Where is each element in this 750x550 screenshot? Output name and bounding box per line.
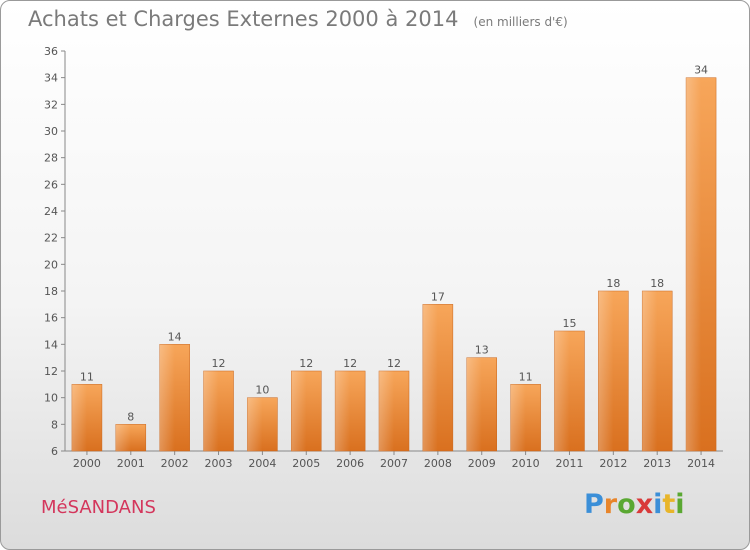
- bar-highlight: [115, 424, 131, 451]
- y-tick-label: 12: [44, 365, 58, 378]
- x-tick-label: 2001: [117, 457, 145, 470]
- bar-value-label: 15: [562, 317, 576, 330]
- bar-value-label: 14: [168, 330, 182, 343]
- bar-value-label: 12: [343, 357, 357, 370]
- bar-highlight: [335, 371, 351, 451]
- x-tick-label: 2011: [555, 457, 583, 470]
- y-tick-label: 26: [44, 178, 58, 191]
- bar-value-label: 11: [80, 370, 94, 383]
- y-tick-label: 28: [44, 152, 58, 165]
- x-tick-label: 2003: [205, 457, 233, 470]
- logo-letter: P: [584, 489, 604, 520]
- chart-title: Achats et Charges Externes 2000 à 2014: [28, 7, 459, 31]
- bar-highlight: [466, 357, 482, 451]
- y-tick-label: 18: [44, 285, 58, 298]
- bar-value-label: 18: [606, 277, 620, 290]
- x-tick-label: 2008: [424, 457, 452, 470]
- y-tick-label: 14: [44, 338, 58, 351]
- proxiti-logo[interactable]: Proxiti: [584, 489, 685, 520]
- logo-letter: o: [617, 489, 636, 520]
- y-tick-label: 36: [44, 45, 58, 58]
- bar-highlight: [71, 384, 87, 451]
- bar-value-label: 18: [650, 277, 664, 290]
- x-tick-label: 2002: [161, 457, 189, 470]
- bar-value-label: 34: [694, 64, 708, 77]
- bar-value-label: 10: [255, 384, 269, 397]
- bars: [71, 77, 717, 452]
- logo-letter: t: [662, 489, 676, 520]
- chart-subtitle: (en milliers d'€): [473, 15, 568, 29]
- bar-value-label: 17: [431, 290, 445, 303]
- y-tick-label: 32: [44, 98, 58, 111]
- x-tick-label: 2014: [687, 457, 715, 470]
- logo-letter: r: [603, 489, 618, 520]
- x-tick-label: 2006: [336, 457, 364, 470]
- bar-value-label: 13: [475, 344, 489, 357]
- title-row: Achats et Charges Externes 2000 à 2014 (…: [28, 7, 568, 31]
- y-tick-label: 34: [44, 72, 58, 85]
- y-tick-label: 16: [44, 312, 58, 325]
- logo-letter: x: [635, 489, 654, 520]
- labels: 6 8 10 12 14 16 18 20 22 24 26 28 30 32 34 36 11 2000 8 200…: [44, 45, 715, 470]
- bar-value-label: 8: [127, 410, 134, 423]
- x-tick-label: 2000: [73, 457, 101, 470]
- bar-highlight: [422, 304, 438, 451]
- y-tick-label: 8: [51, 418, 58, 431]
- y-tick-label: 20: [44, 258, 58, 271]
- commune-name: MéSANDANS: [41, 497, 156, 518]
- bar-highlight: [598, 291, 614, 451]
- bar-highlight: [159, 344, 175, 451]
- x-tick-label: 2005: [292, 457, 320, 470]
- x-tick-label: 2007: [380, 457, 408, 470]
- bar-highlight: [291, 371, 307, 451]
- x-tick-label: 2010: [512, 457, 540, 470]
- logo-letter: i: [653, 489, 663, 520]
- bar-highlight: [247, 397, 263, 451]
- bar-highlight: [203, 371, 219, 451]
- bar-value-label: 12: [299, 357, 313, 370]
- bar-value-label: 11: [519, 370, 533, 383]
- x-tick-label: 2012: [599, 457, 627, 470]
- y-tick-label: 22: [44, 232, 58, 245]
- x-tick-label: 2004: [248, 457, 276, 470]
- x-tick-label: 2009: [468, 457, 496, 470]
- bar-highlight: [379, 371, 394, 451]
- y-tick-label: 10: [44, 392, 58, 405]
- bar-highlight: [510, 384, 526, 451]
- x-tick-label: 2013: [643, 457, 671, 470]
- y-tick-label: 6: [51, 445, 58, 458]
- y-tick-label: 24: [44, 205, 58, 218]
- bar-value-label: 12: [387, 357, 401, 370]
- bar-highlight: [642, 291, 658, 451]
- logo-letter: i: [675, 489, 685, 520]
- y-tick-label: 30: [44, 125, 58, 138]
- bar-value-label: 12: [212, 357, 226, 370]
- bar-highlight: [554, 331, 570, 451]
- bar-highlight: [686, 77, 702, 452]
